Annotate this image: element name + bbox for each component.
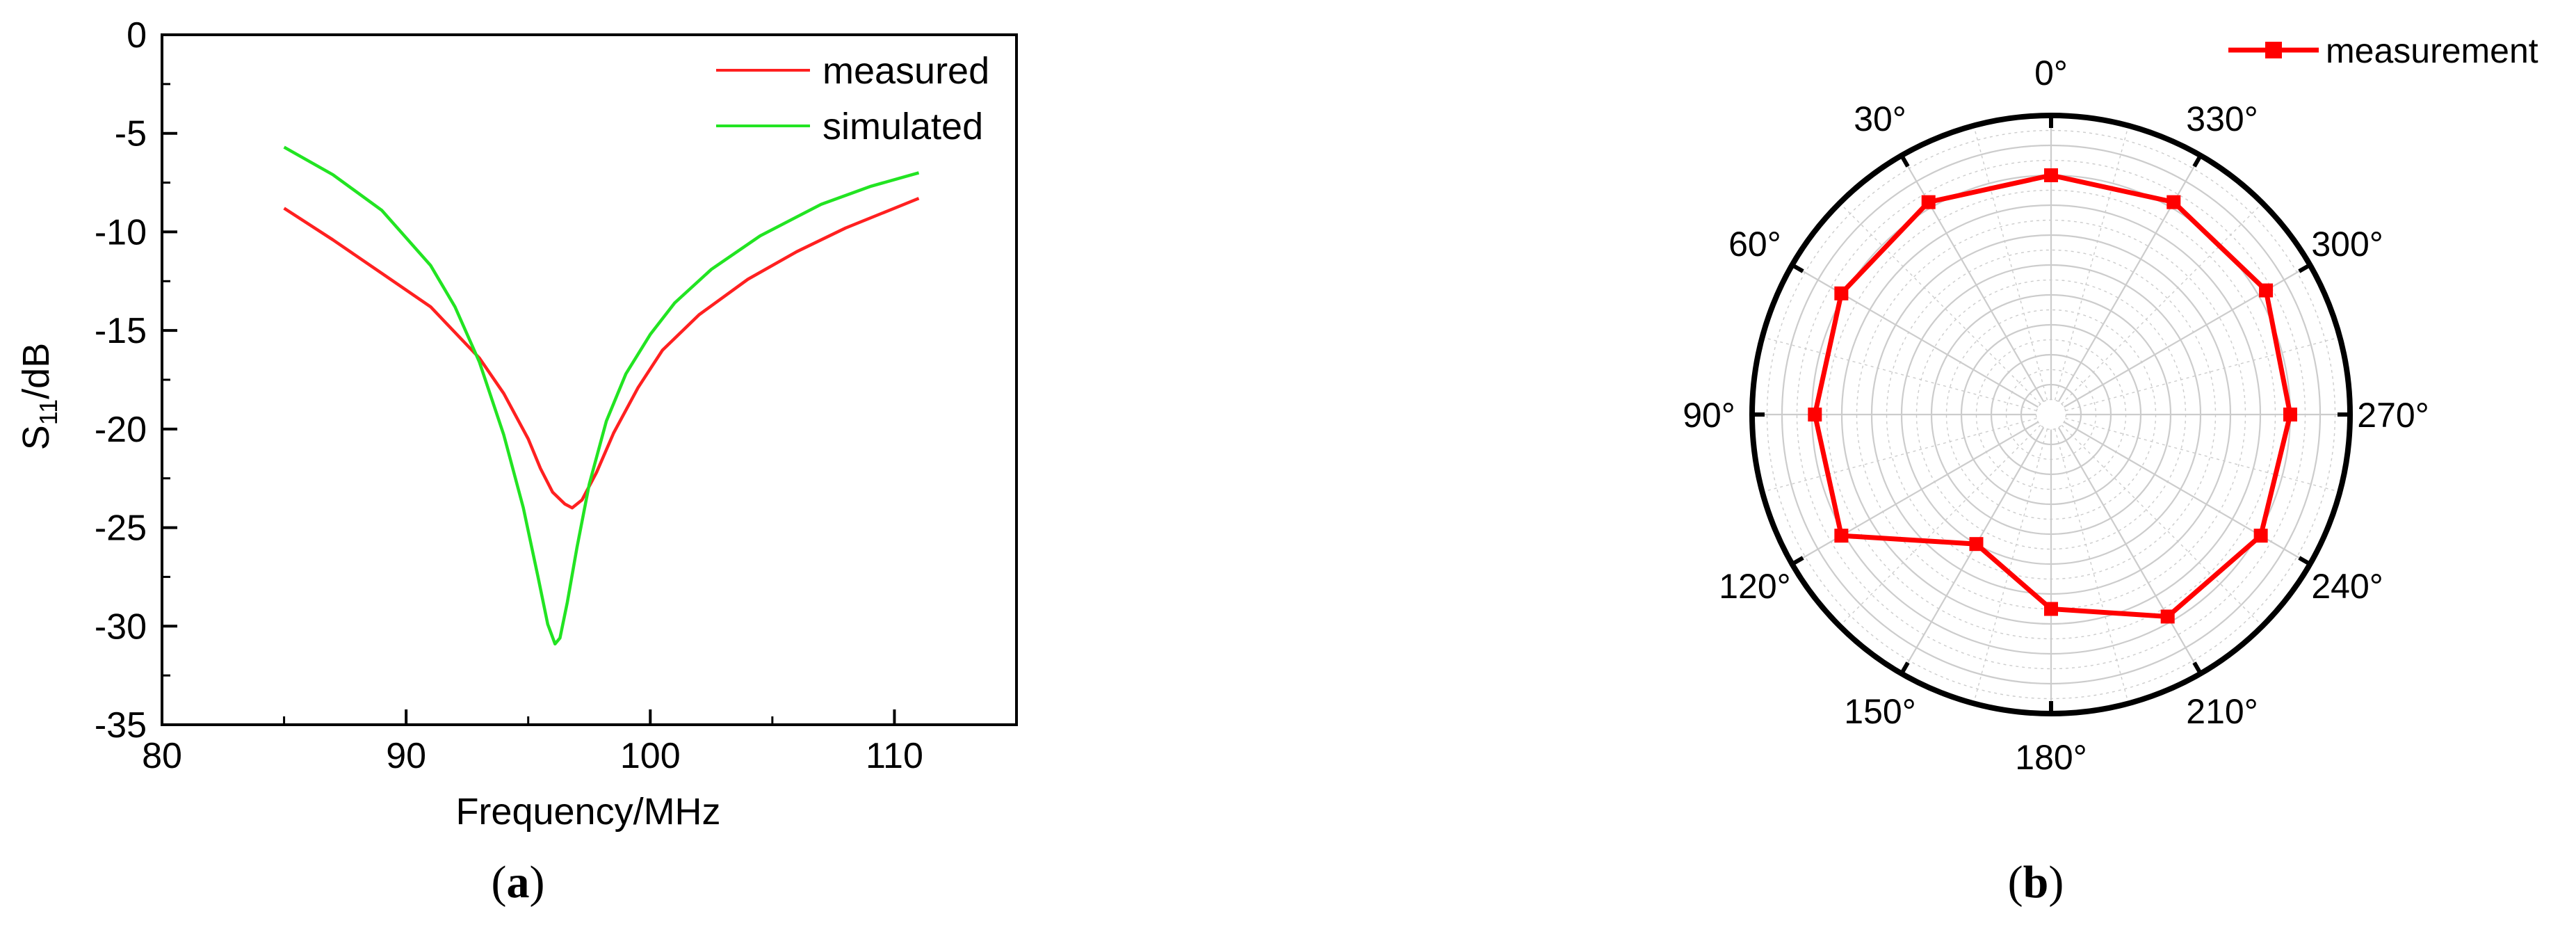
y-tick-label: 0	[127, 15, 147, 56]
chart-b-angle-labels: 0° 30° 60° 90° 120° 150° 180° 210° 240° 270° 300° 3…	[1683, 54, 2429, 777]
polar-grid-spoke-minor	[2065, 417, 2340, 492]
y-tick-label: -20	[95, 410, 147, 450]
chart-a-legend: measured simulated	[716, 50, 989, 147]
legend-label-measurement: measurement	[2326, 31, 2538, 70]
chart-b-grid	[1752, 115, 2350, 714]
polar-angle-tick	[2298, 556, 2311, 566]
x-axis-label: Frequency/MHz	[455, 791, 720, 833]
polar-angle-label: 300°	[2311, 225, 2383, 264]
series-marker	[1921, 195, 1936, 209]
series-line-measured	[283, 197, 920, 510]
series-marker	[2160, 609, 2175, 624]
series-marker	[1808, 408, 1822, 421]
polar-grid-ring-minor	[2035, 399, 2067, 431]
polar-angle-label: 90°	[1683, 396, 1735, 435]
polar-grid-spoke-minor	[1762, 417, 2037, 492]
polar-angle-tick	[2192, 661, 2203, 675]
polar-grid-spoke-minor	[2065, 337, 2340, 412]
polar-angle-label: 330°	[2186, 99, 2258, 138]
legend-label-simulated: simulated	[823, 106, 983, 147]
series-line-simulated	[283, 145, 920, 646]
polar-angle-tick	[1899, 154, 1910, 168]
polar-angle-tick	[2192, 154, 2203, 168]
polar-grid-spoke-minor	[1839, 424, 2041, 627]
polar-angle-label: 150°	[1844, 692, 1915, 731]
polar-grid-spoke	[1792, 264, 2039, 408]
y-axis-label-rest: /dB	[15, 343, 57, 399]
y-tick-label: -5	[115, 114, 147, 154]
chart-b-series	[1808, 168, 2297, 624]
y-axis-label-main: S	[15, 425, 57, 450]
x-tick-label: 100	[620, 736, 681, 776]
polar-angle-tick	[2298, 263, 2311, 273]
legend-marker-measurement	[2265, 42, 2282, 58]
polar-angle-label: 120°	[1719, 567, 1790, 606]
polar-angle-label: 210°	[2186, 692, 2258, 731]
polar-angle-tick	[1899, 661, 1910, 675]
panel-label-a: (a)	[492, 857, 545, 908]
y-tick-label: -15	[95, 311, 147, 351]
polar-grid-spoke-minor	[2061, 202, 2263, 405]
y-tick-label: -25	[95, 508, 147, 549]
series-marker	[1969, 537, 1984, 552]
radiation-polar-chart: 0° 30° 60° 90° 120° 150° 180° 210° 240° 270° 300° 3…	[1683, 31, 2538, 777]
polar-grid-spoke-minor	[2061, 424, 2263, 627]
chart-a-plot-frame	[161, 33, 1018, 726]
chart-a-series	[283, 145, 920, 646]
polar-angle-label: 180°	[2015, 738, 2087, 777]
polar-grid-spoke-minor	[1973, 428, 2048, 704]
panel-label-b: (b)	[2008, 857, 2064, 908]
chart-b-legend: measurement	[2228, 31, 2538, 70]
polar-angle-tick	[1791, 263, 1804, 273]
series-marker	[1834, 286, 1849, 300]
chart-a-tick-labels: 80 90 100 110 0 -5 -10 -15 -20 -25 -30 -35	[95, 15, 923, 776]
series-marker	[2044, 602, 2058, 616]
y-tick-label: -10	[95, 212, 147, 252]
polar-angle-label: 270°	[2357, 396, 2429, 435]
polar-grid-spoke	[2064, 421, 2310, 565]
polar-grid-spoke-minor	[2054, 125, 2129, 401]
x-tick-label: 110	[866, 736, 923, 776]
polar-angle-label: 0°	[2034, 54, 2068, 93]
series-marker	[2253, 529, 2268, 543]
polar-angle-label: 60°	[1728, 225, 1781, 264]
polar-angle-label: 240°	[2311, 567, 2383, 606]
polar-grid-spoke-minor	[1839, 202, 2041, 405]
series-marker	[2044, 168, 2058, 182]
polar-grid-spoke	[2057, 427, 2201, 674]
polar-grid-spoke-minor	[1762, 337, 2037, 412]
polar-grid-spoke-minor	[2054, 428, 2129, 704]
polar-grid-spoke-minor	[1973, 125, 2048, 401]
x-tick-label: 90	[386, 736, 426, 776]
series-marker	[2283, 408, 2297, 421]
x-tick-label: 80	[142, 736, 182, 776]
s11-line-chart: 80 90 100 110 0 -5 -10 -15 -20 -25 -30 -35 Frequenc…	[15, 15, 1018, 833]
series-marker	[1834, 529, 1849, 543]
y-axis-label-sub: 11	[34, 399, 63, 425]
polar-angle-tick	[1791, 556, 1804, 566]
y-tick-label: -30	[95, 606, 147, 647]
legend-label-measured: measured	[823, 50, 989, 92]
chart-b-angle-ticks	[1752, 115, 2350, 714]
polar-grid-spoke	[1792, 421, 2039, 565]
y-axis-label: S11/dB	[15, 343, 63, 450]
y-tick-label: -35	[95, 705, 147, 746]
chart-a-ticks	[161, 33, 896, 726]
series-marker	[2259, 283, 2274, 298]
series-marker	[2166, 195, 2181, 209]
polar-angle-label: 30°	[1854, 99, 1906, 138]
